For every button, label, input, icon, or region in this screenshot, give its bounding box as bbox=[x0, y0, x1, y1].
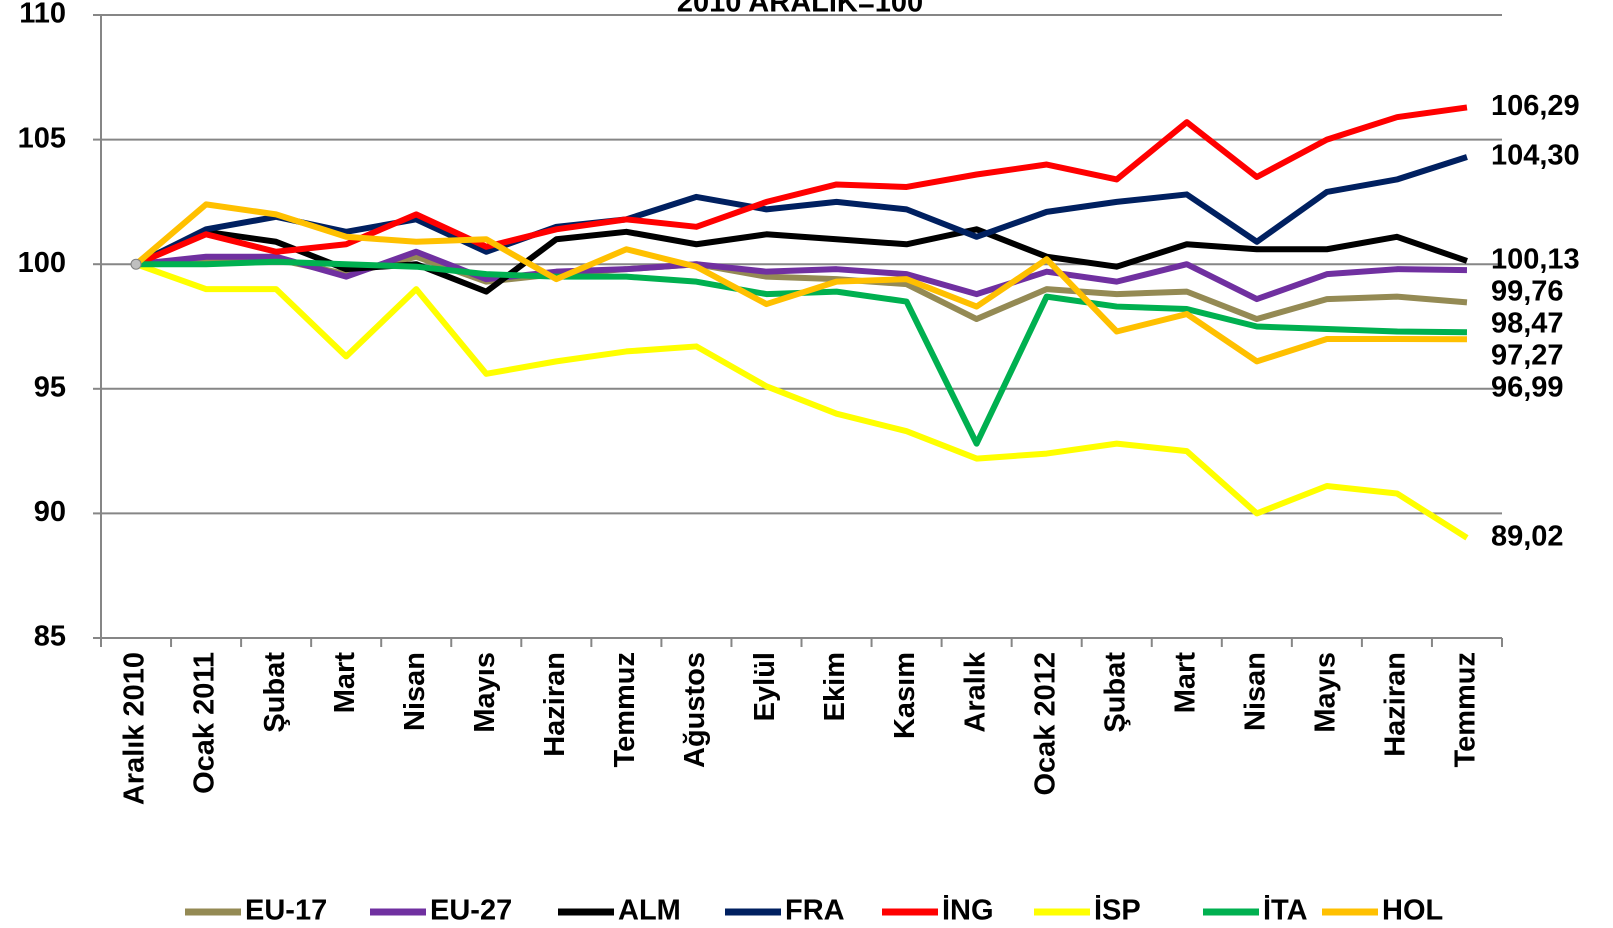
y-tick-label: 105 bbox=[18, 122, 66, 154]
legend-label: İSP bbox=[1094, 895, 1141, 927]
y-tick-label: 95 bbox=[34, 371, 66, 403]
legend-label: EU-17 bbox=[245, 895, 327, 927]
data-label: 89,02 bbox=[1491, 520, 1564, 552]
y-tick-label: 110 bbox=[19, 0, 66, 30]
x-tick-label: Eylül bbox=[749, 652, 781, 721]
x-tick-label: Ağustos bbox=[679, 652, 711, 768]
data-label: 99,76 bbox=[1491, 276, 1564, 308]
x-tick-label: Temmuz bbox=[1450, 652, 1482, 767]
legend-label: ALM bbox=[618, 895, 681, 927]
data-label: 100,13 bbox=[1491, 244, 1580, 276]
data-label: 98,47 bbox=[1491, 308, 1564, 340]
legend-label: FRA bbox=[785, 895, 845, 927]
line-series bbox=[134, 226, 1468, 295]
x-tick-label: Aralık bbox=[959, 651, 991, 732]
line-series bbox=[136, 258, 1468, 447]
data-label: 97,27 bbox=[1491, 340, 1564, 372]
legend-label: İNG bbox=[942, 895, 994, 927]
x-tick-label: Aralık 2010 bbox=[119, 652, 151, 805]
x-tick-label: Ekim bbox=[819, 652, 851, 721]
x-tick-label: Ocak 2012 bbox=[1029, 652, 1061, 796]
x-tick-label: Mayıs bbox=[1310, 652, 1342, 733]
x-tick-label: Kasım bbox=[889, 652, 921, 739]
x-tick-label: Haziran bbox=[1380, 652, 1412, 757]
x-tick-label: Şubat bbox=[1099, 652, 1131, 733]
x-tick-label: Şubat bbox=[259, 652, 291, 733]
legend-label: EU-27 bbox=[430, 895, 512, 927]
x-tick-label: Temmuz bbox=[609, 652, 641, 767]
x-tick-label: Mayıs bbox=[469, 652, 501, 733]
y-tick-label: 85 bbox=[34, 621, 66, 653]
x-tick-label: Mart bbox=[329, 652, 361, 714]
chart-title: 2010 ARALIK=100 bbox=[677, 0, 923, 19]
x-tick-label: Mart bbox=[1169, 652, 1201, 714]
line-series bbox=[134, 104, 1468, 267]
data-label: 96,99 bbox=[1491, 372, 1564, 404]
x-tick-label: Ocak 2011 bbox=[189, 652, 221, 794]
x-tick-label: Haziran bbox=[539, 652, 571, 757]
legend-label: HOL bbox=[1382, 895, 1443, 927]
y-tick-label: 90 bbox=[34, 496, 66, 528]
y-tick-label: 100 bbox=[18, 247, 66, 279]
legend-label: İTA bbox=[1263, 895, 1308, 927]
start-marker bbox=[130, 258, 142, 270]
line-series bbox=[135, 261, 1469, 541]
data-label: 104,30 bbox=[1491, 140, 1580, 172]
x-tick-label: Nisan bbox=[1239, 652, 1271, 731]
line-series bbox=[134, 154, 1468, 267]
x-tick-label: Nisan bbox=[399, 652, 431, 731]
line-series bbox=[134, 201, 1467, 365]
data-label: 106,29 bbox=[1491, 90, 1580, 122]
line-series bbox=[135, 248, 1468, 303]
